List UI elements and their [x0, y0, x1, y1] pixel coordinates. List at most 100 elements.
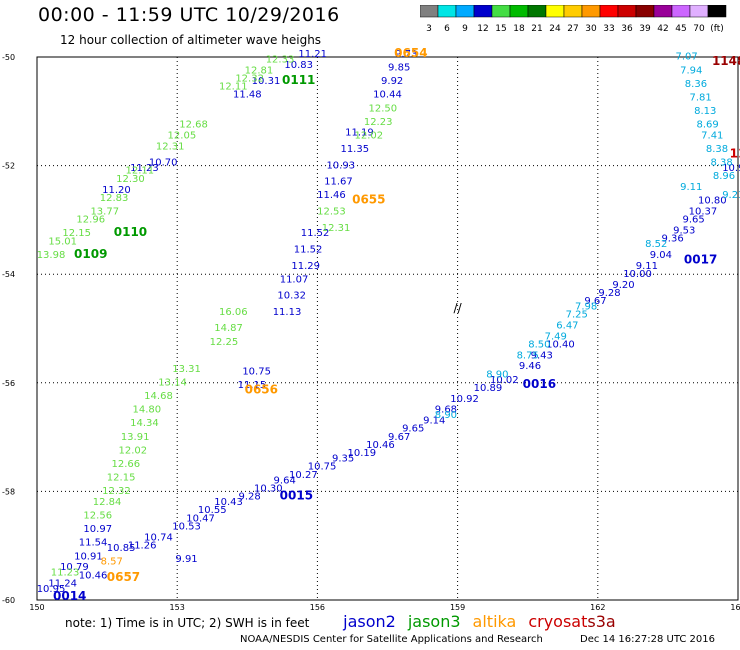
timestamp-text: Dec 14 16:27:28 UTC 2016 — [580, 634, 715, 645]
wave-height-label: 13.31 — [172, 364, 201, 375]
y-tick-label: -60 — [2, 596, 15, 605]
wave-height-label: 11.54 — [79, 538, 108, 549]
wave-height-label: 10.32 — [277, 291, 306, 302]
scale-label: 33 — [603, 24, 614, 34]
scale-label: 18 — [513, 24, 525, 34]
wave-height-label: 11.23 — [130, 163, 159, 174]
wave-height-label: 10.55 — [198, 505, 227, 516]
wave-height-label: 13.77 — [90, 206, 119, 217]
wave-height-label: 10.53 — [172, 521, 201, 532]
wave-height-label: 9.73 — [395, 49, 417, 60]
wave-height-label: 11.52 — [301, 228, 330, 239]
wave-height-label: 10.93 — [326, 160, 355, 171]
pass-time-label: 0014 — [53, 589, 86, 603]
y-tick-label: -54 — [2, 270, 15, 279]
wave-height-label: 7.94 — [680, 65, 702, 76]
wave-height-label: 7.49 — [545, 331, 567, 342]
wave-height-label: 10.43 — [214, 497, 243, 508]
wave-height-label: 12.31 — [156, 141, 185, 152]
x-tick-label: 150 — [29, 603, 44, 610]
wave-height-label: 11.67 — [324, 177, 353, 188]
pass-time-label: 0015 — [280, 489, 313, 503]
wave-height-label: 12.32 — [235, 73, 264, 84]
wave-height-label: 10.74 — [144, 532, 173, 543]
wave-height-label: 11.52 — [294, 244, 323, 255]
wave-height-label: 12.68 — [179, 120, 208, 131]
wave-height-label: 9.43 — [531, 350, 553, 361]
pass-time-label: 0017 — [684, 252, 717, 266]
wave-height-label: 10.00 — [623, 269, 652, 280]
wave-height-label: 12.23 — [364, 117, 393, 128]
wave-height-label: 10.83 — [284, 60, 313, 71]
scale-label: 36 — [621, 24, 633, 34]
wave-height-label: 8.38 — [706, 144, 728, 155]
wave-height-label: 10.75 — [242, 367, 271, 378]
wave-height-label: 14.34 — [130, 418, 159, 429]
wave-height-label: 9.46 — [519, 361, 541, 372]
color-scale-legend: 3 6 9 12 15 18 21 24 27 30 33 36 39 42 45 70 (ft) — [420, 5, 727, 34]
wave-height-label: 10.37 — [689, 206, 718, 217]
wave-height-label: 10.44 — [373, 90, 402, 101]
wave-height-label: 11.29 — [291, 261, 320, 272]
y-tick-label: -56 — [2, 379, 15, 388]
wave-height-label: 8.38 — [711, 158, 733, 169]
wave-height-label: 9.92 — [381, 76, 403, 87]
scale-label: 6 — [444, 24, 450, 34]
scale-label: 15 — [495, 24, 506, 34]
annotation: // — [454, 301, 463, 315]
wave-height-label: 9.65 — [682, 215, 704, 226]
wave-height-label: 7.07 — [675, 52, 697, 63]
wave-height-label: 9.67 — [584, 296, 606, 307]
wave-height-label: 12.56 — [83, 511, 112, 522]
scale-label: 39 — [639, 24, 651, 34]
satellite-name: cryosat — [528, 612, 588, 631]
wave-height-label: 7.25 — [566, 310, 588, 321]
wave-height-label: 12.84 — [93, 497, 122, 508]
wave-height-label: 13.14 — [158, 378, 187, 389]
wave-height-label: 9.23 — [722, 190, 740, 201]
scale-label: 12 — [477, 24, 488, 34]
wave-height-label: 13.91 — [121, 432, 150, 443]
wave-height-label: 10.85 — [107, 543, 136, 554]
wave-height-label: 10.31 — [252, 76, 281, 87]
pass-time-label: 0656 — [245, 383, 278, 397]
wave-height-label: 10.79 — [60, 562, 89, 573]
wave-height-label: 12.11 — [219, 82, 248, 93]
wave-height-label: 12.05 — [168, 130, 197, 141]
credit-text: NOAA/NESDIS Center for Satellite Applica… — [240, 634, 543, 645]
wave-height-label: 11.26 — [128, 540, 157, 551]
wave-height-label: 9.11 — [680, 182, 702, 193]
wave-height-label: 9.35 — [332, 454, 354, 465]
wave-height-label: 10.80 — [698, 196, 727, 207]
scale-label: 9 — [462, 24, 468, 34]
wave-height-label: 10.30 — [254, 483, 283, 494]
wave-height-label: 12.30 — [116, 174, 145, 185]
scale-swatch — [707, 5, 727, 18]
wave-height-label: 11.23 — [51, 568, 80, 579]
scale-label: 3 — [426, 24, 432, 34]
x-tick-label: 153 — [170, 603, 185, 610]
pass-time-label: 1148 — [712, 54, 740, 68]
wave-height-label: 8.36 — [685, 79, 707, 90]
wave-height-label: 12.15 — [62, 228, 91, 239]
wave-height-label: 11.15 — [238, 380, 267, 391]
wave-height-label: 10.92 — [450, 394, 479, 405]
wave-height-label: 16.06 — [219, 307, 248, 318]
scale-label: 30 — [585, 24, 597, 34]
y-tick-label: -50 — [2, 53, 15, 62]
y-tick-label: -58 — [2, 487, 15, 496]
wave-height-label: 9.14 — [423, 416, 445, 427]
wave-height-label: 8.96 — [713, 171, 735, 182]
wave-height-label: 9.65 — [402, 424, 424, 435]
pass-time-label: 0111 — [282, 73, 315, 87]
wave-height-label: 12.02 — [118, 445, 147, 456]
wave-height-label: 10.95 — [37, 584, 66, 595]
scale-label: 21 — [531, 24, 542, 34]
scale-label: 45 — [675, 24, 686, 34]
wave-height-label: 9.64 — [274, 475, 296, 486]
wave-height-label: 11.21 — [298, 49, 327, 60]
wave-height-label: 12.11 — [125, 166, 154, 177]
scale-label: (ft) — [710, 24, 724, 34]
wave-height-label: 12.31 — [322, 223, 351, 234]
plot-area: -50 -52 -54 -56 -58 -60 150 153 156 159 162 165 10.9… — [2, 46, 740, 610]
